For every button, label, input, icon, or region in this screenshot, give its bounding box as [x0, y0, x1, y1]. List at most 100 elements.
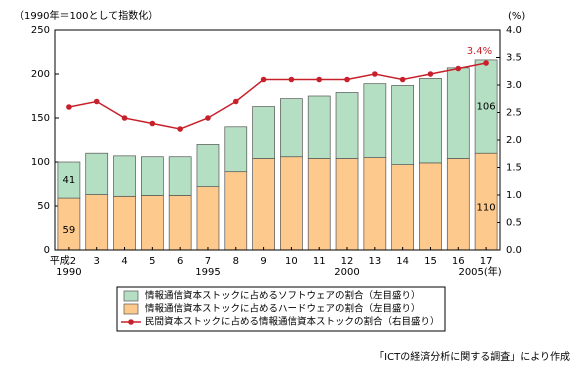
x-tick-sublabel: 1995: [195, 267, 220, 278]
bar-segment: [391, 164, 415, 251]
y2-tick-label: 4.0: [506, 25, 522, 36]
bar-segment: [113, 155, 136, 197]
line-point: [316, 76, 323, 83]
bar-segment: [252, 106, 275, 159]
bar-segment: [280, 156, 303, 251]
line-point: [260, 76, 267, 83]
y2-tick-label: 3.0: [506, 80, 522, 91]
legend-label: 情報通信資本ストックに占めるソフトウェアの割合（左目盛り）: [145, 290, 421, 302]
x-tick-label: 13: [368, 256, 381, 267]
x-tick-label: 12: [341, 256, 354, 267]
bar-segment: [391, 85, 415, 165]
bar-segment: [168, 156, 192, 196]
line-point: [399, 76, 406, 83]
bar-segment: [140, 156, 164, 196]
y-tick-label: 100: [31, 157, 50, 168]
y-tick-label: 0: [44, 245, 50, 256]
legend-label: 情報通信資本ストックに占めるハードウェアの割合（左目盛り）: [145, 303, 421, 315]
bar-value-label: 41: [63, 175, 76, 186]
line-point: [66, 104, 72, 110]
x-tick-label: 6: [177, 256, 183, 267]
bar-segment: [474, 152, 498, 251]
x-tick-label: 10: [285, 256, 298, 267]
y2-tick-label: 2.5: [506, 108, 522, 119]
bar-value-label: 59: [63, 225, 76, 236]
legend-box: [116, 286, 446, 332]
x-tick-sublabel: 1990: [56, 267, 81, 278]
x-tick-label: 15: [424, 256, 437, 267]
x-tick-label: 17: [480, 256, 493, 267]
y2-tick-label: 1.0: [506, 190, 522, 201]
bar-segment: [280, 98, 303, 158]
bar-segment: [446, 67, 470, 159]
y2-tick-label: 3.5: [506, 53, 522, 64]
y2-tick-label: 0.0: [506, 245, 522, 256]
legend-swatch: [123, 303, 139, 315]
x-tick-label: 平成2: [50, 255, 76, 267]
bar-value-label: 106: [477, 102, 496, 113]
x-tick-label: 11: [313, 256, 326, 267]
bar-segment: [363, 157, 387, 251]
bar-segment: [85, 194, 109, 251]
line-point: [455, 65, 462, 72]
bar-segment: [113, 195, 136, 251]
bar-segment: [57, 197, 81, 251]
y2-axis-label: (%): [508, 11, 525, 22]
y-tick-label: 250: [31, 25, 50, 36]
legend-label: 民間資本ストックに占める情報通信資本ストックの割合（右目盛り）: [145, 316, 440, 328]
bar-segment: [196, 144, 220, 187]
bar-segment: [252, 158, 275, 251]
y-axis-label: （1990年＝100として指数化）: [14, 9, 158, 22]
x-tick-label: 9: [260, 256, 266, 267]
y2-tick-label: 2.0: [506, 135, 522, 146]
legend-marker: [128, 319, 134, 325]
bar-value-label: 110: [477, 203, 496, 214]
legend-swatch: [123, 290, 139, 302]
bar-segment: [224, 126, 248, 173]
line-point: [427, 71, 434, 77]
bar-segment: [307, 158, 331, 251]
bar-segment: [474, 59, 498, 154]
source-note: 「ICTの経済分析に関する調査」により作成: [374, 350, 570, 363]
bar-segment: [363, 83, 387, 158]
line-point: [372, 71, 378, 77]
bar-segment: [196, 186, 220, 251]
y2-tick-label: 1.5: [506, 163, 522, 174]
line-point: [232, 98, 239, 105]
bar-segment: [419, 78, 442, 164]
y-tick-label: 150: [31, 113, 50, 124]
bar-segment: [57, 161, 81, 199]
line-point: [177, 126, 183, 132]
line-value-label: 3.4%: [467, 46, 492, 57]
x-tick-label: 16: [452, 256, 465, 267]
x-tick-label: 3: [94, 256, 100, 267]
x-tick-label: 4: [121, 256, 127, 267]
bar-segment: [335, 158, 359, 251]
y-tick-label: 200: [31, 69, 50, 80]
line-point: [483, 60, 489, 66]
x-tick-label: 8: [233, 256, 239, 267]
bar-segment: [224, 171, 248, 251]
x-tick-sublabel: 2000: [334, 267, 359, 278]
plot-frame: [54, 29, 501, 251]
line-point: [149, 120, 156, 127]
line-point: [344, 76, 350, 83]
bar-segment: [85, 152, 109, 195]
y-tick-label: 50: [37, 201, 50, 212]
bar-segment: [335, 92, 359, 159]
x-tick-label: 7: [205, 256, 211, 267]
bar-segment: [446, 158, 470, 251]
line: [68, 62, 487, 130]
line-point: [121, 115, 128, 121]
x-tick-label: 14: [396, 256, 409, 267]
bar-segment: [307, 95, 331, 159]
bar-segment: [140, 195, 164, 251]
x-tick-label: 5: [149, 256, 155, 267]
line-point: [288, 76, 295, 83]
bar-segment: [168, 195, 192, 251]
line-point: [93, 98, 100, 105]
bar-segment: [419, 162, 442, 251]
line-point: [205, 115, 211, 121]
x-tick-sublabel: 2005(年): [458, 265, 501, 278]
